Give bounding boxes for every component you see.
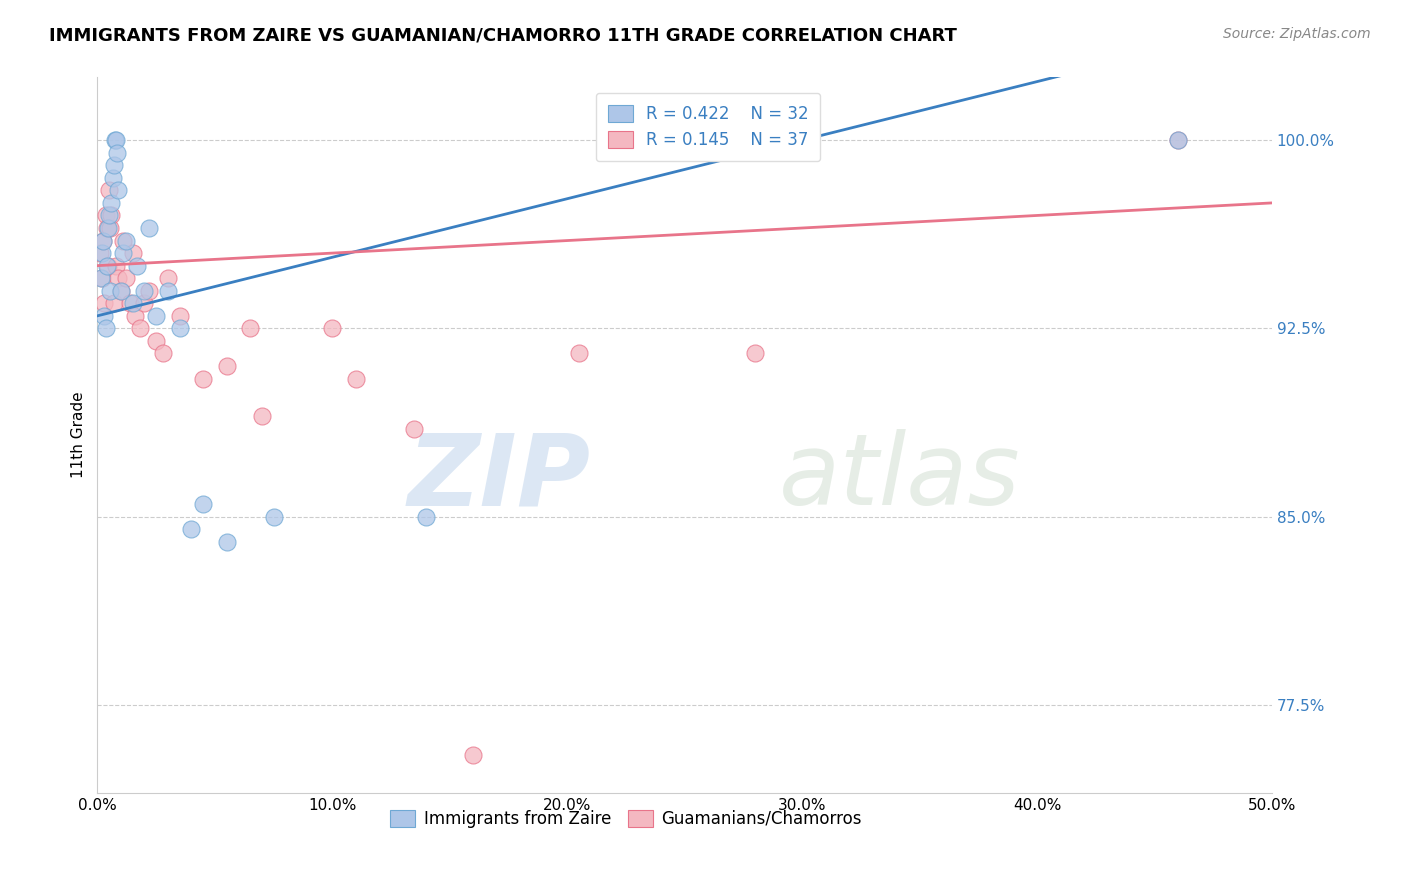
Text: ZIP: ZIP xyxy=(408,429,591,526)
Text: Source: ZipAtlas.com: Source: ZipAtlas.com xyxy=(1223,27,1371,41)
Point xyxy=(138,221,160,235)
Point xyxy=(1167,133,1189,147)
Point xyxy=(100,209,122,223)
Point xyxy=(321,321,343,335)
Point xyxy=(191,371,214,385)
Point xyxy=(110,284,132,298)
Point xyxy=(97,221,120,235)
Point xyxy=(156,271,179,285)
Point xyxy=(169,309,191,323)
Point xyxy=(98,209,121,223)
Point xyxy=(100,195,122,210)
Point xyxy=(96,221,118,235)
Point xyxy=(239,321,262,335)
Point xyxy=(103,158,125,172)
Y-axis label: 11th Grade: 11th Grade xyxy=(72,392,86,478)
Point xyxy=(91,271,114,285)
Point xyxy=(105,133,128,147)
Point xyxy=(215,534,238,549)
Point xyxy=(344,371,367,385)
Point xyxy=(94,321,117,335)
Point xyxy=(93,309,115,323)
Point xyxy=(128,321,150,335)
Point xyxy=(134,284,156,298)
Point xyxy=(97,259,120,273)
Point xyxy=(463,747,485,762)
Point xyxy=(107,183,129,197)
Point xyxy=(744,346,766,360)
Point xyxy=(112,246,135,260)
Point xyxy=(568,346,591,360)
Point xyxy=(107,271,129,285)
Point xyxy=(91,234,114,248)
Point xyxy=(127,259,149,273)
Point xyxy=(98,284,121,298)
Point xyxy=(114,271,136,285)
Point xyxy=(250,409,273,424)
Text: IMMIGRANTS FROM ZAIRE VS GUAMANIAN/CHAMORRO 11TH GRADE CORRELATION CHART: IMMIGRANTS FROM ZAIRE VS GUAMANIAN/CHAMO… xyxy=(49,27,957,45)
Point xyxy=(104,133,127,147)
Point xyxy=(89,246,111,260)
Legend: Immigrants from Zaire, Guamanians/Chamorros: Immigrants from Zaire, Guamanians/Chamor… xyxy=(384,803,868,834)
Point xyxy=(90,271,112,285)
Point xyxy=(105,145,128,160)
Point xyxy=(98,221,121,235)
Point xyxy=(94,209,117,223)
Point xyxy=(120,296,142,310)
Point xyxy=(112,234,135,248)
Point xyxy=(91,246,114,260)
Point xyxy=(145,309,167,323)
Point xyxy=(138,284,160,298)
Point xyxy=(156,284,179,298)
Point xyxy=(98,183,121,197)
Point xyxy=(105,259,128,273)
Point xyxy=(152,346,174,360)
Point xyxy=(415,509,437,524)
Point xyxy=(169,321,191,335)
Point xyxy=(121,246,143,260)
Point xyxy=(103,296,125,310)
Point xyxy=(191,497,214,511)
Point xyxy=(101,170,124,185)
Point xyxy=(145,334,167,348)
Point xyxy=(1167,133,1189,147)
Point xyxy=(93,296,115,310)
Point xyxy=(215,359,238,373)
Text: atlas: atlas xyxy=(779,429,1021,526)
Point xyxy=(134,296,156,310)
Point xyxy=(110,284,132,298)
Point xyxy=(124,309,146,323)
Point xyxy=(263,509,285,524)
Point xyxy=(121,296,143,310)
Point xyxy=(96,259,118,273)
Point xyxy=(180,522,202,536)
Point xyxy=(91,234,114,248)
Point xyxy=(114,234,136,248)
Point xyxy=(404,422,426,436)
